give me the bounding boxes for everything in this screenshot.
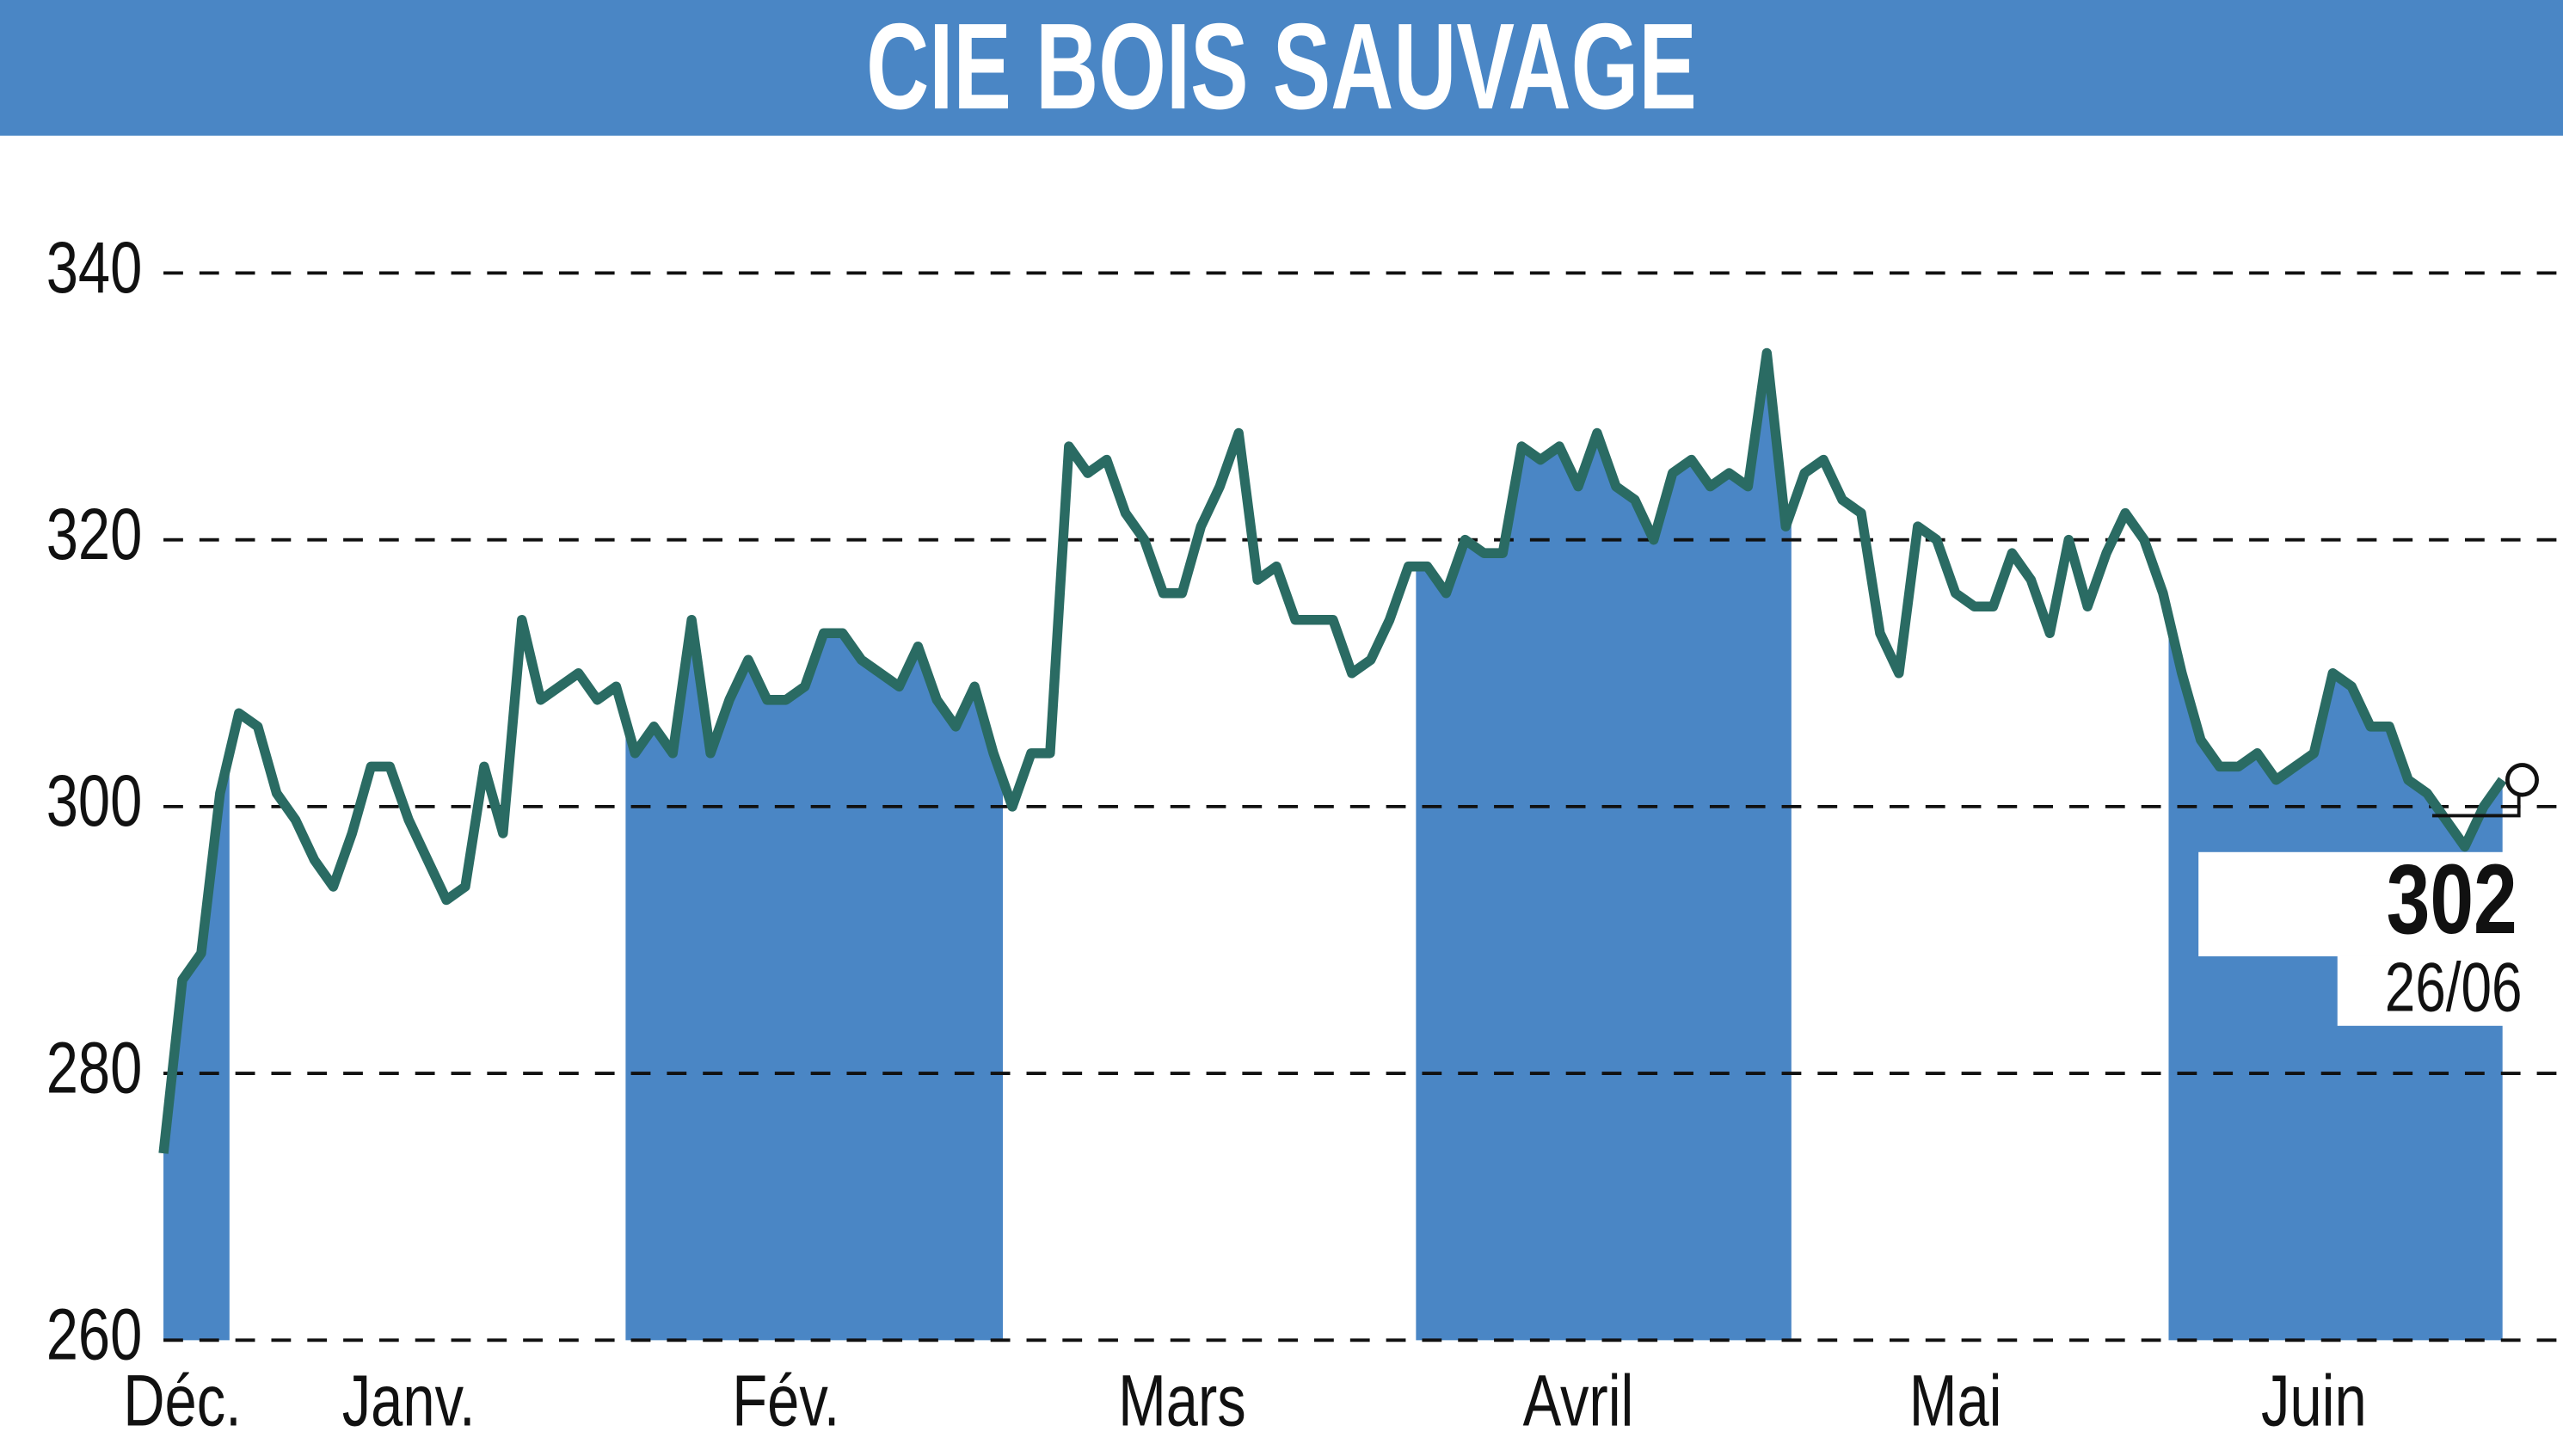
month-area xyxy=(2168,617,2503,1341)
x-tick-label: Mai xyxy=(1909,1361,2002,1441)
chart-title: CIE BOIS SAUVAGE xyxy=(866,0,1697,135)
x-tick-label: Avril xyxy=(1523,1361,1634,1441)
grid: 260 280 300 320 340 Déc. Janv. Fév. Mars Avril Mai… xyxy=(46,227,2563,1442)
annotation-bracket xyxy=(2431,793,2521,818)
y-tick-label: 320 xyxy=(46,495,143,575)
x-tick-label: Janv. xyxy=(342,1361,476,1441)
last-point xyxy=(2505,763,2539,797)
x-tick-label: Fév. xyxy=(732,1361,839,1441)
last-date: 26/06 xyxy=(2385,949,2523,1027)
y-tick-label: 340 xyxy=(46,227,143,308)
y-tick-label: 280 xyxy=(46,1028,143,1109)
month-area xyxy=(163,753,230,1341)
last-value: 302 xyxy=(2387,845,2517,955)
annotation-box xyxy=(2198,851,2526,956)
y-tick-label: 300 xyxy=(46,761,143,842)
title-bar xyxy=(0,0,2563,136)
x-tick-label: Déc. xyxy=(123,1361,242,1441)
month-area xyxy=(625,619,1004,1341)
price-line xyxy=(158,347,2507,1154)
x-tick-label: Mars xyxy=(1118,1361,1246,1441)
month-area xyxy=(1416,353,1792,1341)
annotation-box xyxy=(2337,955,2526,1026)
areas xyxy=(163,353,2503,1341)
x-tick-label: Juin xyxy=(2261,1361,2367,1441)
y-tick-label: 260 xyxy=(46,1294,143,1375)
